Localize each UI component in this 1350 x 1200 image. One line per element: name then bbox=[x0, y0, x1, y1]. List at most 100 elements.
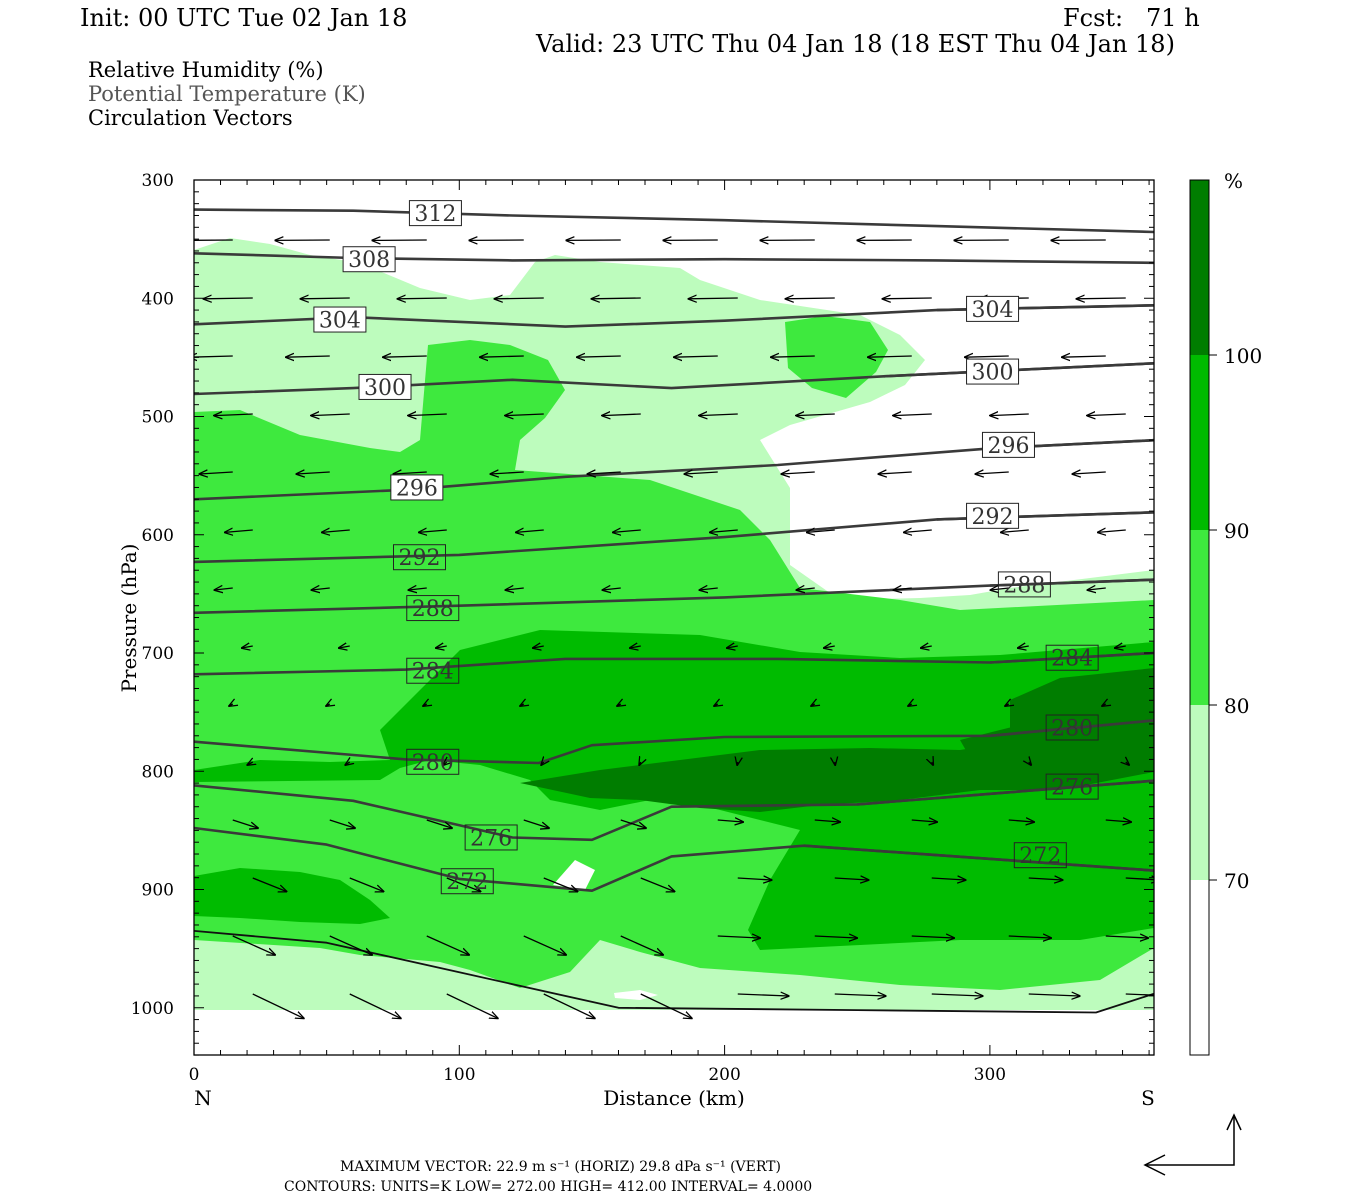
circulation-vector bbox=[814, 936, 857, 938]
circulation-vector bbox=[543, 877, 578, 892]
circulation-vector bbox=[931, 994, 983, 996]
y-tick-label: 900 bbox=[142, 881, 174, 901]
circulation-vector bbox=[229, 704, 233, 706]
circulation-vector bbox=[965, 356, 1009, 357]
circulation-vector bbox=[737, 762, 738, 765]
colorbar-unit: % bbox=[1224, 169, 1243, 193]
circulation-vector bbox=[807, 530, 835, 532]
colorbar-label-100: 100 bbox=[1224, 344, 1262, 368]
circulation-vector bbox=[214, 414, 253, 416]
y-tick-label: 500 bbox=[142, 408, 174, 428]
circulation-vector bbox=[811, 704, 815, 706]
circulation-vector bbox=[737, 878, 772, 880]
contour-label-box bbox=[966, 502, 1020, 529]
contour-label-box bbox=[313, 306, 367, 333]
circulation-vector bbox=[326, 704, 330, 706]
circulation-vector bbox=[1028, 994, 1080, 996]
circulation-vector bbox=[592, 298, 641, 299]
major-ticks bbox=[193, 179, 1154, 1055]
circulation-vector bbox=[419, 530, 447, 532]
y-tick-label: 300 bbox=[142, 171, 174, 191]
contour-label: 280 bbox=[1051, 716, 1093, 741]
circulation-vector bbox=[878, 472, 912, 474]
init-time: Init: 00 UTC Tue 02 Jan 18 bbox=[80, 4, 408, 32]
circulation-vector bbox=[505, 414, 544, 416]
minor-ticks bbox=[194, 180, 1154, 1056]
circulation-vector bbox=[1115, 646, 1126, 648]
contour-label: 312 bbox=[414, 202, 456, 227]
contour-info-note: CONTOURS: UNITS=K LOW= 272.00 HIGH= 412.… bbox=[284, 1179, 812, 1195]
circulation-vector bbox=[533, 646, 544, 648]
colorbar: % 70 80 90 100 bbox=[1189, 169, 1262, 1056]
circulation-vector bbox=[771, 356, 815, 357]
circulation-vector bbox=[883, 298, 932, 299]
circulation-vector bbox=[1005, 704, 1009, 706]
circulation-vector bbox=[329, 935, 372, 955]
circulation-vector bbox=[446, 877, 481, 892]
contour-label-box bbox=[966, 295, 1020, 322]
colorbar-band-70-80 bbox=[1190, 705, 1209, 880]
circulation-vector bbox=[383, 356, 427, 357]
circulation-vector bbox=[714, 704, 718, 706]
circulation-vector bbox=[232, 819, 258, 828]
contour-label: 292 bbox=[972, 505, 1014, 530]
colorbar-band-100 bbox=[1190, 180, 1209, 355]
colorbar-band-90-100 bbox=[1190, 355, 1209, 530]
circulation-vector bbox=[717, 936, 760, 938]
circulation-vector bbox=[602, 414, 641, 416]
contour-label: 272 bbox=[1019, 844, 1061, 869]
circulation-vector bbox=[232, 935, 275, 955]
circulation-vector bbox=[225, 530, 253, 532]
circulation-vector bbox=[684, 472, 718, 474]
contour-label-box bbox=[408, 200, 462, 227]
y-tick-label: 800 bbox=[142, 762, 174, 782]
circulation-vector bbox=[921, 646, 932, 648]
contour-label: 272 bbox=[446, 870, 488, 895]
contour-label-box bbox=[406, 748, 460, 775]
circulation-vector bbox=[617, 704, 621, 706]
circulation-vector bbox=[252, 993, 304, 1018]
circulation-vector bbox=[541, 762, 544, 765]
circulation-vector bbox=[242, 646, 253, 648]
circulation-vector bbox=[639, 762, 641, 765]
circulation-vector bbox=[1105, 820, 1131, 822]
contour-label-layer: 312 308 304 304 300 300 296 296 292 292 288 288 284 2… bbox=[313, 200, 1099, 895]
contour-label-box bbox=[342, 246, 396, 273]
contour-label-box bbox=[406, 657, 460, 684]
x-tick-label: 300 bbox=[974, 1065, 1006, 1085]
circulation-vector bbox=[322, 530, 350, 532]
contour-label-box bbox=[1013, 842, 1067, 869]
x-axis-label: Distance (km) bbox=[603, 1086, 745, 1110]
legend-potential-temperature: Potential Temperature (K) bbox=[88, 82, 366, 106]
y-tick-labels: 300 400 500 600 700 800 900 1000 bbox=[131, 171, 174, 1019]
circulation-vector bbox=[699, 414, 738, 416]
contour-label: 308 bbox=[348, 248, 390, 273]
circulation-vector bbox=[587, 472, 621, 474]
circulation-vector bbox=[523, 935, 566, 955]
circulation-vector bbox=[727, 646, 738, 648]
contour-label: 300 bbox=[972, 361, 1014, 386]
circulation-vector bbox=[495, 298, 544, 299]
circulation-vector bbox=[1072, 472, 1106, 474]
circulation-vector bbox=[786, 298, 835, 299]
circulation-vector bbox=[423, 704, 427, 706]
contour-label: 284 bbox=[412, 660, 454, 685]
x-tick-label: 200 bbox=[708, 1065, 740, 1085]
circulation-vector bbox=[301, 298, 350, 299]
forecast-hour: Fcst: 71 h bbox=[1063, 4, 1200, 32]
contour-label-box bbox=[981, 431, 1035, 458]
circulation-vector bbox=[349, 993, 401, 1018]
isentrope-line bbox=[194, 930, 1154, 1014]
circulation-vector bbox=[834, 878, 869, 880]
circulation-vector bbox=[520, 704, 524, 706]
circulation-vector bbox=[620, 819, 646, 828]
circulation-vector bbox=[443, 762, 446, 765]
rh-100-region bbox=[520, 668, 1154, 812]
circulation-vector bbox=[932, 762, 933, 765]
contour-label-box bbox=[393, 544, 447, 571]
circulation-vector bbox=[630, 646, 641, 648]
circulation-vector bbox=[931, 878, 966, 880]
circulation-vector bbox=[516, 530, 544, 532]
circulation-vector bbox=[426, 819, 452, 828]
